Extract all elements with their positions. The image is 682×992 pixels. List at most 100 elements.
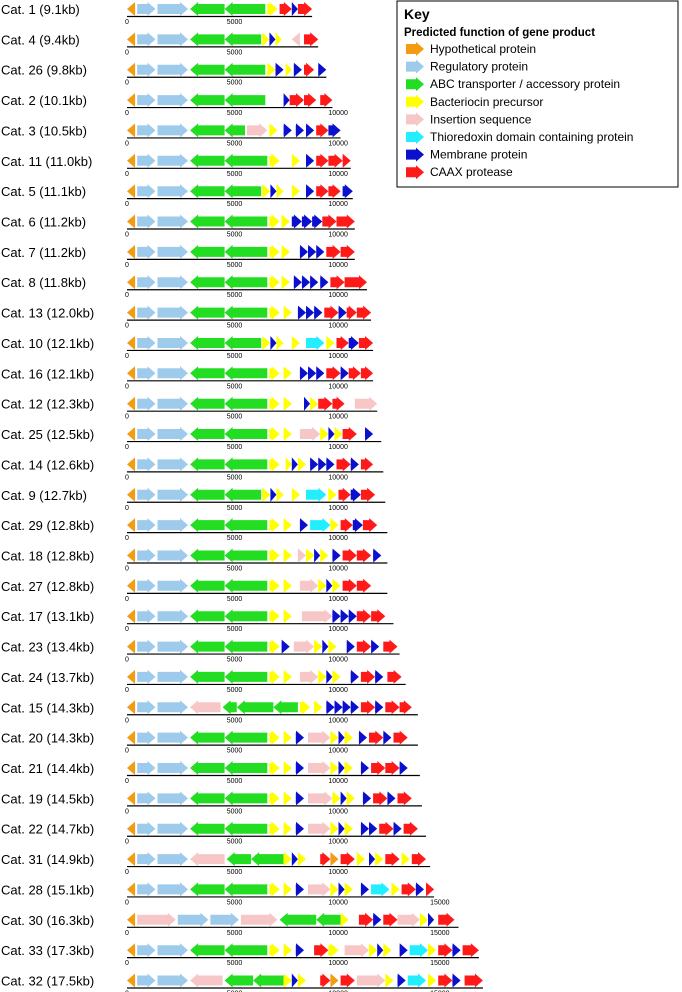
gene-arrow-abc: [224, 973, 254, 988]
gene-arrow-mem: [295, 882, 304, 897]
cluster-label: Cat. 28 (15.1kb): [1, 882, 94, 897]
gene-arrow-bac: [283, 882, 292, 897]
gene-arrow-abc: [190, 730, 225, 745]
gene-arrow-abc: [224, 578, 268, 593]
scale-tick-label: 5000: [227, 110, 243, 117]
gene-arrow-mem: [299, 244, 308, 259]
key-item: CAAX protease: [406, 165, 513, 180]
gene-arrow-caa: [358, 336, 374, 350]
gene-arrow-reg: [137, 214, 156, 229]
gene-arrow-bac: [269, 366, 280, 381]
gene-arrow-bac: [267, 62, 276, 77]
key-item-label: Insertion sequence: [430, 112, 532, 126]
gene-arrow-reg: [137, 669, 156, 684]
gene-arrow-reg: [137, 32, 156, 47]
gene-arrow-abc: [190, 366, 225, 381]
gene-arrow-bac: [428, 943, 437, 958]
gene-arrow-caa: [340, 973, 355, 988]
scale-tick-label: 0: [125, 80, 129, 87]
gene-arrow-bac: [283, 396, 292, 411]
cluster-row: Cat. 1 (9.1kb) 0 5000: [1, 2, 313, 26]
gene-arrow-reg: [157, 518, 188, 533]
gene-arrow-thi: [371, 882, 390, 897]
gene-arrow-caa: [304, 32, 319, 47]
key-item: Insertion sequence: [406, 112, 532, 127]
gene-arrow-thi: [306, 336, 325, 350]
gene-arrow-abc: [190, 821, 225, 836]
gene-arrow-mem: [326, 700, 335, 715]
gene-arrow-abc: [224, 639, 268, 654]
scale-tick-label: 5000: [227, 596, 243, 603]
cluster-row: Cat. 5 (11.1kb) 0 5000 10000: [1, 184, 353, 208]
gene-arrow-mem: [352, 518, 363, 533]
gene-arrow-ins: [190, 852, 225, 867]
scale-tick-label: 10000: [328, 110, 348, 117]
gene-arrow-reg: [137, 487, 156, 502]
scale-tick-label: 10000: [328, 930, 348, 937]
gene-arrow-bac: [276, 336, 284, 350]
cluster-row: Cat. 6 (11.2kb) 0 5000 10000: [1, 214, 355, 239]
gene-arrow-mem: [373, 912, 382, 927]
cluster-row: Cat. 32 (17.5kb) 0 5000 10000 15000: [1, 973, 483, 992]
gene-arrow-mem: [270, 487, 277, 502]
gene-arrow-bac: [328, 487, 337, 502]
gene-arrow-bac: [269, 761, 280, 775]
key-item: Bacteriocin precursor: [406, 94, 543, 109]
key-item-label: ABC transporter / accessory protein: [430, 77, 620, 91]
gene-arrow-caa: [385, 700, 400, 715]
gene-arrow-bac: [283, 609, 292, 624]
gene-arrow-caa: [314, 943, 329, 958]
gene-arrow-caa: [316, 184, 329, 199]
gene-arrow-abc: [224, 153, 268, 168]
cluster-label: Cat. 30 (16.3kb): [1, 913, 94, 928]
gene-arrow-mem: [358, 730, 367, 745]
cluster-label: Cat. 8 (11.8kb): [1, 275, 86, 290]
gene-arrow-mem: [299, 366, 308, 381]
scale-tick-label: 5000: [227, 232, 243, 239]
cluster-row: Cat. 29 (12.8kb) 0 5000 10000: [1, 518, 388, 542]
cluster-row: Cat. 10 (12.1kb) 0 5000 10000: [1, 336, 374, 360]
gene-arrow-bac: [310, 396, 319, 411]
gene-arrow-bac: [318, 578, 327, 593]
cluster-label: Cat. 6 (11.2kb): [1, 215, 86, 230]
cluster-label: Cat. 2 (10.1kb): [1, 93, 87, 108]
gene-arrow-abc: [190, 2, 225, 16]
key-item-label: CAAX protease: [430, 165, 513, 179]
gene-arrow-bac: [344, 730, 353, 745]
cluster-row: Cat. 24 (13.7kb) 0 5000 10000: [1, 669, 406, 694]
gene-arrow-bac: [330, 518, 339, 533]
gene-arrow-bac: [391, 882, 400, 897]
gene-arrow-bac: [269, 214, 280, 229]
cluster-row: Cat. 33 (17.3kb) 0 5000 10000 15000: [1, 943, 479, 967]
gene-arrow-abc: [190, 882, 225, 897]
gene-arrow-caa: [385, 761, 400, 775]
gene-arrow-mem: [306, 153, 315, 168]
scale-tick-label: 5000: [227, 262, 243, 269]
scale-tick-label: 10000: [328, 748, 348, 755]
gene-arrow-mem: [338, 730, 345, 745]
gene-arrow-reg: [157, 761, 188, 775]
gene-arrow-caa: [356, 639, 372, 654]
cluster-row: Cat. 22 (14.7kb) 0 5000 10000: [1, 821, 426, 846]
gene-arrow-bac: [297, 457, 306, 472]
cluster-label: Cat. 14 (12.6kb): [1, 457, 94, 472]
gene-arrow-bac: [314, 639, 323, 654]
gene-arrow-reg: [157, 214, 188, 229]
gene-arrow-bac: [330, 761, 339, 775]
gene-arrow-caa: [358, 912, 374, 927]
gene-arrow-reg: [137, 821, 156, 836]
gene-arrow-caa: [342, 578, 357, 593]
gene-arrow-hyp: [127, 943, 136, 958]
key-item-label: Hypothetical protein: [430, 42, 536, 56]
key-item: ABC transporter / accessory protein: [406, 77, 620, 92]
gene-arrow-mem: [328, 427, 335, 441]
key-swatch-icon: [406, 94, 424, 109]
gene-arrow-reg: [157, 791, 188, 806]
gene-arrow-caa: [411, 852, 426, 867]
gene-arrow-abc: [224, 184, 262, 199]
gene-arrow-bac: [269, 882, 280, 897]
gene-arrow-abc: [190, 93, 225, 108]
scale-tick-label: 0: [125, 991, 129, 992]
gene-arrow-hyp: [127, 214, 136, 229]
